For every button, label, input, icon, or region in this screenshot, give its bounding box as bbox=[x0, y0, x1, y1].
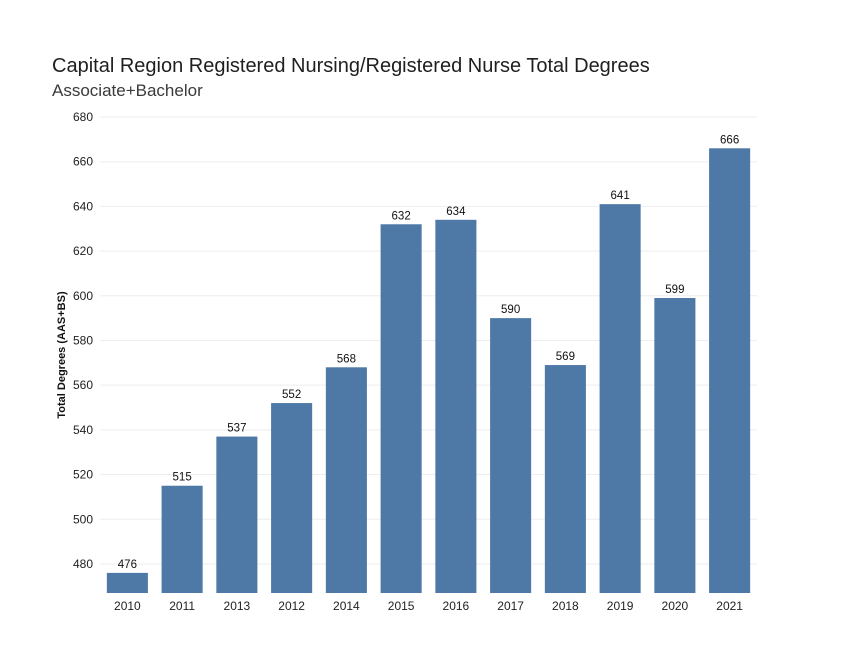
data-label: 599 bbox=[665, 284, 684, 296]
x-tick-label: 2020 bbox=[662, 599, 689, 613]
x-tick-label: 2015 bbox=[388, 599, 415, 613]
x-tick-label: 2017 bbox=[497, 599, 524, 613]
data-label: 537 bbox=[227, 423, 246, 435]
x-tick-label: 2010 bbox=[114, 599, 141, 613]
x-tick-label: 2016 bbox=[443, 599, 470, 613]
bar bbox=[435, 219, 477, 593]
y-tick-label: 560 bbox=[73, 378, 93, 392]
y-axis: 480 500 520 540 560 580 600 620 640 660 680 bbox=[73, 110, 93, 571]
bar bbox=[709, 148, 751, 594]
bars bbox=[106, 148, 751, 594]
y-tick-label: 520 bbox=[73, 468, 93, 482]
data-label: 641 bbox=[611, 190, 630, 202]
x-tick-label: 2014 bbox=[333, 599, 360, 613]
bar bbox=[490, 318, 532, 593]
y-tick-label: 640 bbox=[73, 199, 93, 213]
data-label: 569 bbox=[556, 351, 575, 363]
chart-title: Capital Region Registered Nursing/Regist… bbox=[52, 55, 650, 77]
y-axis-title: Total Degrees (AAS+BS) bbox=[56, 291, 68, 419]
bar bbox=[654, 298, 696, 593]
x-tick-label: 2018 bbox=[552, 599, 579, 613]
data-label: 632 bbox=[392, 210, 411, 222]
x-axis: 2010 2011 2013 2012 2014 2015 2016 2017 2018 2019… bbox=[114, 599, 743, 613]
bar bbox=[544, 365, 586, 593]
y-tick-label: 540 bbox=[73, 423, 93, 437]
x-tick-label: 2012 bbox=[278, 599, 305, 613]
y-tick-label: 680 bbox=[73, 110, 93, 124]
data-label: 666 bbox=[720, 134, 739, 146]
x-tick-label: 2011 bbox=[169, 599, 195, 613]
x-tick-label: 2021 bbox=[716, 599, 743, 613]
data-labels: 476 515 537 552 568 632 634 590 569 641 599 666 bbox=[118, 134, 739, 571]
data-label: 476 bbox=[118, 559, 137, 571]
bar bbox=[599, 204, 641, 594]
bar bbox=[325, 367, 367, 593]
data-label: 552 bbox=[282, 389, 301, 401]
chart-subtitle: Associate+Bachelor bbox=[52, 81, 203, 100]
y-tick-label: 500 bbox=[73, 512, 93, 526]
data-label: 590 bbox=[501, 304, 520, 316]
data-label: 515 bbox=[173, 472, 192, 484]
y-tick-label: 580 bbox=[73, 333, 93, 347]
bar bbox=[380, 224, 422, 593]
y-tick-label: 660 bbox=[73, 155, 93, 169]
bar bbox=[106, 572, 148, 593]
y-tick-label: 620 bbox=[73, 244, 93, 258]
data-label: 634 bbox=[446, 206, 466, 218]
data-label: 568 bbox=[337, 353, 356, 365]
y-tick-label: 600 bbox=[73, 289, 93, 303]
bar bbox=[216, 436, 258, 593]
y-tick-label: 480 bbox=[73, 557, 93, 571]
bar bbox=[271, 403, 313, 593]
gridlines bbox=[100, 116, 757, 565]
bar bbox=[161, 485, 203, 593]
x-tick-label: 2019 bbox=[607, 599, 634, 613]
x-tick-label: 2013 bbox=[224, 599, 251, 613]
